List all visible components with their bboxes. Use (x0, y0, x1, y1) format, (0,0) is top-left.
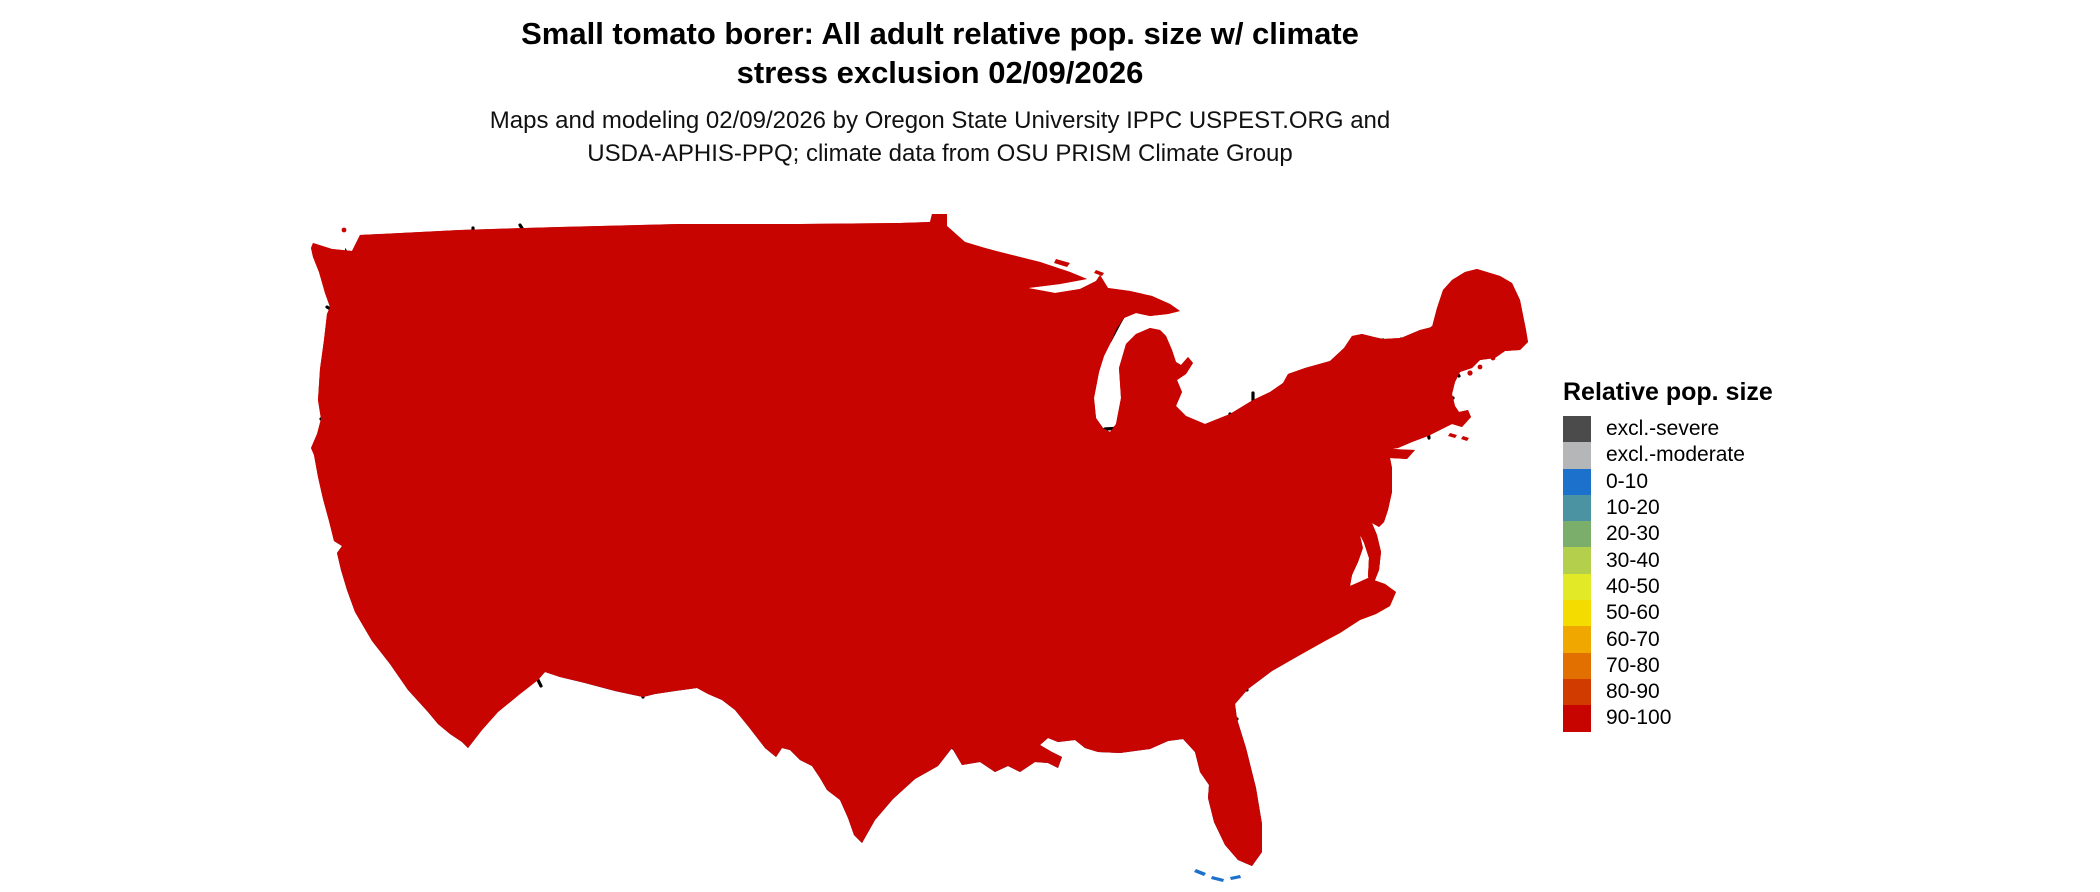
map-subtitle-line2: USDA-APHIS-PPQ; climate data from OSU PR… (587, 140, 1293, 167)
map-subtitle: Maps and modeling 02/09/2026 by Oregon S… (340, 104, 1540, 170)
legend-label: excl.-severe (1606, 417, 1720, 441)
legend-label: 90-100 (1606, 706, 1672, 730)
legend-swatch (1563, 600, 1591, 627)
nantucket-speck (1461, 436, 1469, 441)
legend-item: 30-40 (1563, 547, 1883, 574)
legend-item: 50-60 (1563, 600, 1883, 627)
map-title-line2: stress exclusion 02/09/2026 (736, 55, 1144, 90)
map-subtitle-line1: Maps and modeling 02/09/2026 by Oregon S… (489, 107, 1391, 134)
legend-title: Relative pop. size (1563, 378, 1773, 406)
legend-label: 50-60 (1606, 601, 1660, 625)
legend-label: 80-90 (1606, 680, 1660, 704)
map-title-line1: Small tomato borer: All adult relative p… (521, 16, 1359, 51)
legend-item: 20-30 (1563, 521, 1883, 548)
legend-item: excl.-severe (1563, 416, 1883, 443)
us-coast-outline-stroke (309, 212, 1530, 868)
maine-island-speck (1477, 364, 1483, 370)
legend-swatch (1563, 573, 1591, 601)
legend-swatch (1563, 547, 1591, 574)
legend-label: 20-30 (1606, 522, 1660, 546)
cape-cod-islands-speck (1448, 433, 1457, 438)
legend-swatch (1563, 521, 1591, 548)
florida-keys-speck (1230, 875, 1241, 880)
legend-label: 60-70 (1606, 627, 1660, 651)
maine-island-speck (1467, 370, 1473, 376)
legend-item: 40-50 (1563, 573, 1883, 601)
legend-swatch (1563, 416, 1591, 443)
legend-swatch (1563, 705, 1591, 732)
legend-item: 10-20 (1563, 494, 1883, 522)
wa-border-speck (341, 227, 347, 233)
legend-label: 10-20 (1606, 496, 1660, 520)
legend-swatch (1563, 442, 1591, 469)
legend-items: excl.-severe excl.-moderate 0-10 10-20 20-30… (1563, 416, 1883, 732)
offshore-islands (341, 227, 1496, 882)
legend-item: 80-90 (1563, 678, 1883, 706)
map-legend: Relative pop. size excl.-severe excl.-mod… (1563, 378, 1883, 732)
legend-label: 40-50 (1606, 574, 1660, 598)
legend-item: 70-80 (1563, 652, 1883, 679)
legend-label: 70-80 (1606, 653, 1660, 677)
legend-item: excl.-moderate (1563, 442, 1883, 469)
legend-item: 90-100 (1563, 705, 1883, 732)
legend-item: 60-70 (1563, 626, 1883, 653)
apostle-islands-speck (1094, 270, 1104, 276)
figure-header: Small tomato borer: All adult relative p… (340, 14, 1540, 170)
state-borders (309, 212, 1530, 868)
legend-swatch (1563, 678, 1591, 706)
florida-keys-speck (1194, 869, 1206, 876)
legend-label: 30-40 (1606, 548, 1660, 572)
chesapeake-bay-water (1357, 536, 1367, 574)
isle-royale-speck (1054, 259, 1070, 267)
legend-swatch (1563, 652, 1591, 679)
legend-label: 0-10 (1606, 469, 1649, 493)
florida-keys-speck (1211, 876, 1224, 882)
maine-island-speck (1490, 355, 1496, 361)
legend-swatch (1563, 468, 1591, 495)
legend-swatch (1563, 626, 1591, 653)
legend-label: excl.-moderate (1606, 443, 1745, 467)
legend-item: 0-10 (1563, 468, 1883, 495)
legend-swatch (1563, 494, 1591, 522)
